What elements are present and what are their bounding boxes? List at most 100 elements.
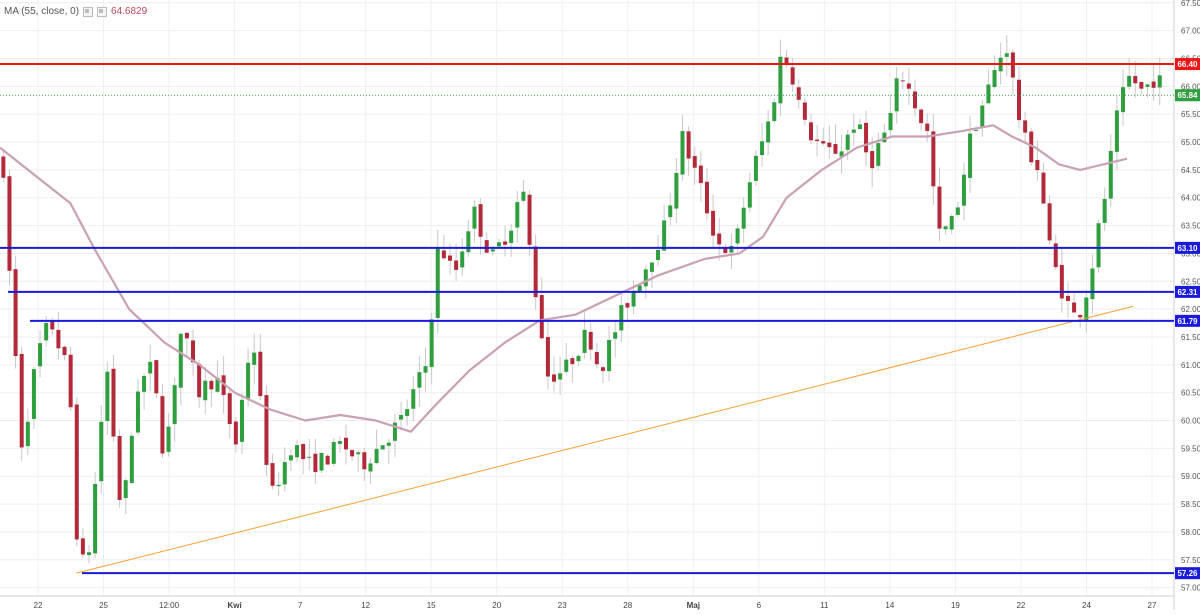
candle-down[interactable]: [1072, 302, 1077, 313]
visibility-toggle-icon[interactable]: [83, 6, 94, 17]
candle-up[interactable]: [680, 131, 685, 175]
candle-down[interactable]: [821, 141, 826, 144]
candle-down[interactable]: [258, 351, 263, 397]
candle-down[interactable]: [1023, 120, 1028, 133]
candle-up[interactable]: [949, 215, 954, 230]
candle-up[interactable]: [288, 455, 293, 461]
candle-down[interactable]: [301, 444, 306, 460]
candle-down[interactable]: [1065, 295, 1070, 301]
candle-up[interactable]: [411, 389, 416, 409]
candle-up[interactable]: [980, 105, 985, 127]
candle-up[interactable]: [766, 121, 771, 143]
candle-down[interactable]: [1, 156, 6, 178]
candle-up[interactable]: [25, 421, 30, 447]
candle-up[interactable]: [93, 483, 98, 554]
candle-up[interactable]: [1121, 87, 1126, 113]
candle-up[interactable]: [851, 129, 856, 133]
candle-down[interactable]: [233, 421, 238, 445]
candle-up[interactable]: [435, 248, 440, 319]
candle-up[interactable]: [607, 340, 612, 372]
candle-down[interactable]: [1053, 243, 1058, 268]
candle-down[interactable]: [539, 295, 544, 339]
candle-up[interactable]: [368, 463, 373, 472]
candle-up[interactable]: [44, 323, 49, 341]
candle-down[interactable]: [533, 246, 538, 298]
candle-up[interactable]: [839, 151, 844, 157]
candle-up[interactable]: [778, 56, 783, 104]
candle-down[interactable]: [50, 320, 55, 330]
candle-up[interactable]: [631, 290, 636, 307]
candle-down[interactable]: [454, 260, 459, 270]
candle-up[interactable]: [735, 228, 740, 244]
candle-down[interactable]: [343, 437, 348, 450]
candle-down[interactable]: [313, 453, 318, 473]
candle-down[interactable]: [802, 102, 807, 120]
candle-up[interactable]: [1084, 297, 1089, 320]
candle-up[interactable]: [496, 242, 501, 247]
candle-down[interactable]: [270, 463, 275, 486]
candle-up[interactable]: [943, 226, 948, 230]
candle-down[interactable]: [717, 233, 722, 245]
candle-down[interactable]: [117, 435, 122, 500]
candle-down[interactable]: [833, 144, 838, 154]
candle-down[interactable]: [588, 331, 593, 350]
candle-down[interactable]: [80, 538, 85, 555]
candle-down[interactable]: [184, 332, 189, 339]
candle-up[interactable]: [882, 132, 887, 143]
candle-up[interactable]: [31, 369, 36, 419]
candle-up[interactable]: [741, 207, 746, 229]
candle-up[interactable]: [429, 319, 434, 368]
candle-up[interactable]: [148, 361, 153, 374]
candle-up[interactable]: [613, 332, 618, 339]
candle-down[interactable]: [570, 358, 575, 365]
candle-down[interactable]: [1059, 264, 1064, 299]
candle-down[interactable]: [484, 240, 489, 253]
candle-up[interactable]: [992, 69, 997, 88]
candle-down[interactable]: [264, 395, 269, 465]
candle-down[interactable]: [796, 87, 801, 100]
candle-down[interactable]: [111, 368, 116, 437]
candle-up[interactable]: [386, 442, 391, 446]
candle-up[interactable]: [282, 462, 287, 485]
candle-down[interactable]: [784, 57, 789, 66]
candle-up[interactable]: [276, 484, 281, 487]
candle-down[interactable]: [808, 122, 813, 141]
candle-down[interactable]: [1041, 172, 1046, 204]
candle-up[interactable]: [215, 377, 220, 392]
candle-down[interactable]: [1047, 203, 1052, 241]
candle-up[interactable]: [1102, 198, 1107, 223]
candle-up[interactable]: [399, 414, 404, 420]
candle-up[interactable]: [729, 245, 734, 253]
candle-up[interactable]: [1108, 150, 1113, 199]
candle-up[interactable]: [974, 129, 979, 131]
candle-down[interactable]: [711, 210, 716, 236]
candle-down[interactable]: [906, 83, 911, 89]
candle-down[interactable]: [900, 80, 905, 82]
candle-up[interactable]: [649, 262, 654, 272]
candle-up[interactable]: [876, 143, 881, 166]
candle-down[interactable]: [686, 131, 691, 159]
candle-down[interactable]: [13, 269, 18, 357]
candle-down[interactable]: [191, 340, 196, 363]
candle-up[interactable]: [637, 285, 642, 291]
candle-down[interactable]: [545, 337, 550, 377]
candle-up[interactable]: [356, 452, 361, 455]
candle-up[interactable]: [490, 249, 495, 252]
candle-up[interactable]: [772, 102, 777, 121]
candle-up[interactable]: [172, 385, 177, 425]
candle-up[interactable]: [337, 441, 342, 444]
candle-up[interactable]: [331, 441, 336, 464]
candle-up[interactable]: [38, 343, 43, 367]
candle-up[interactable]: [1145, 84, 1150, 87]
candle-down[interactable]: [7, 176, 12, 271]
candle-up[interactable]: [166, 426, 171, 452]
candle-up[interactable]: [380, 445, 385, 450]
candle-up[interactable]: [1096, 223, 1101, 268]
candle-up[interactable]: [203, 380, 208, 401]
candle-down[interactable]: [827, 142, 832, 148]
candle-down[interactable]: [919, 109, 924, 124]
candle-up[interactable]: [295, 445, 300, 458]
candle-up[interactable]: [986, 84, 991, 104]
candle-up[interactable]: [142, 375, 147, 392]
